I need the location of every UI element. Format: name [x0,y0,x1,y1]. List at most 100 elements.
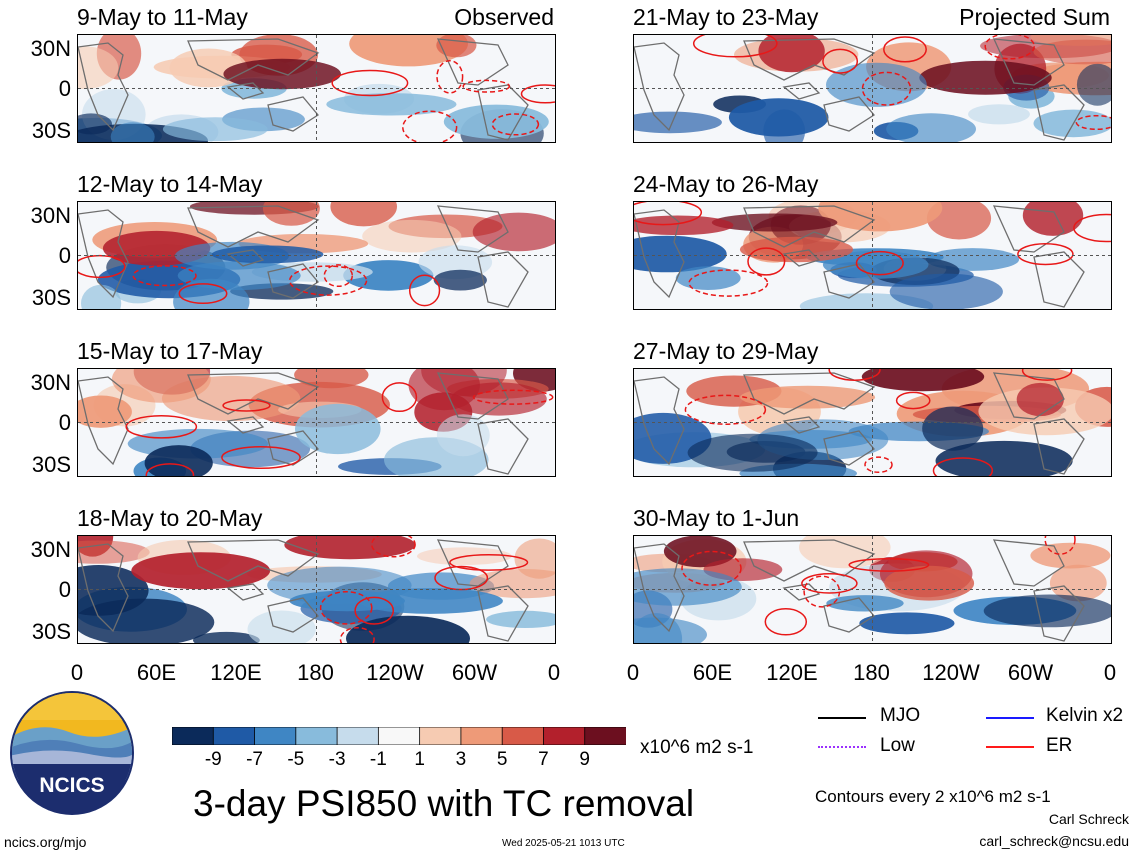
anomaly-shading [1016,382,1064,417]
lon-label: 0 [547,660,561,685]
anomaly-shading [818,202,943,232]
colorbar-swatch [419,726,462,746]
anomaly-shading [326,93,457,116]
anomaly-shading [436,414,490,457]
coastline [267,263,319,299]
er-contour [462,79,511,93]
er-contour [222,399,271,412]
coastline [78,376,129,466]
lat-label: 30N [30,203,71,228]
coastline [477,418,529,475]
author-email[interactable]: carl_schreck@ncsu.edu [979,833,1129,849]
coastline [992,38,1065,86]
contour-note: Contours every 2 x10^6 m2 s-1 [815,787,1051,806]
anomaly-shading [926,202,992,240]
colorbar-swatch [336,726,380,746]
anomaly-shading [81,284,122,309]
map-panel [633,201,1112,310]
colorbar-swatch [254,726,297,746]
coastline [78,42,129,132]
anomaly-shading [284,536,416,560]
anomaly-shading [1049,564,1107,602]
colorbar [171,726,627,746]
er-contour [828,369,881,381]
coastline [782,249,821,267]
panel-title: 24-May to 26-May [633,171,819,197]
er-contour [692,35,778,58]
colorbar-tick-label: 7 [538,749,549,770]
anomaly-shading [78,395,132,428]
er-contour [319,590,373,625]
er-contour [1044,536,1076,555]
er-contour [801,573,858,594]
er-contour [436,59,464,94]
anomaly-shading [919,60,1052,95]
coastline [267,597,319,633]
map-panel [633,535,1112,644]
lon-label: 180 [853,660,890,685]
anomaly-shading [346,615,470,643]
anomaly-shading [78,46,119,89]
coastline [226,416,265,434]
colorbar-units: x10^6 m2 s-1 [640,737,754,758]
er-contour [634,202,703,226]
site-link[interactable]: ncics.org/mjo [4,834,87,850]
map-panel [633,34,1112,143]
colorbar-swatches [171,726,627,746]
anomaly-shading [144,445,213,476]
anomaly-shading [886,113,976,142]
er-contour [747,247,786,276]
er-contour [323,264,354,288]
anomaly-shading [78,113,112,135]
anomaly-shading [935,440,1073,476]
anomaly-shading [968,104,1030,125]
anomaly-shading [859,612,955,635]
lat-label: 30S [31,118,71,143]
colorbar-tick-label: -1 [369,749,387,770]
lat-label: 30N [30,537,71,562]
anomaly-shading [884,565,975,601]
map-field [78,35,555,142]
anomaly-shading [131,552,271,590]
lat-label: 0 [58,410,71,435]
coastline [992,372,1065,420]
coastline [78,543,129,633]
anomaly-shading [861,369,985,392]
legend-mjo-line [818,717,866,719]
colorbar-swatch [460,726,504,746]
lon-label: 120W [366,660,424,685]
coastline [436,38,509,86]
colorbar-swatch [584,726,627,746]
map-field [634,35,1111,142]
coastline [187,205,320,248]
colorbar-tick-label: -7 [246,749,263,770]
legend-kelvin-label: Kelvin x2 [1046,705,1124,726]
legend-er-label: ER [1046,735,1073,756]
map-field [634,536,1111,643]
anomaly-shading [193,631,260,643]
coastline [477,84,529,141]
er-contour [1021,369,1073,381]
logo-text: NCICS [39,774,104,797]
lon-label: 60W [451,660,498,685]
er-contour [822,48,859,74]
er-contour [434,565,489,591]
colorbar-swatch [501,726,545,746]
coastline [823,263,875,299]
anomaly-shading [78,598,215,643]
anomaly-shading [1033,109,1111,138]
panel-title: 27-May to 29-May [633,338,819,364]
coastline [436,539,509,587]
ncics-logo: NCICS [9,690,135,816]
lat-label: 0 [58,577,71,602]
er-contour [864,456,893,474]
anomaly-shading [634,568,742,606]
anomaly-shading [728,98,829,137]
lon-label: 0 [626,660,640,685]
lon-label: 60E [692,660,733,685]
coastline [823,430,875,466]
coastline [436,372,509,420]
er-contour [932,457,994,476]
panel-tag: Projected Sum [959,4,1110,30]
colorbar-tick-label: 3 [455,749,467,770]
